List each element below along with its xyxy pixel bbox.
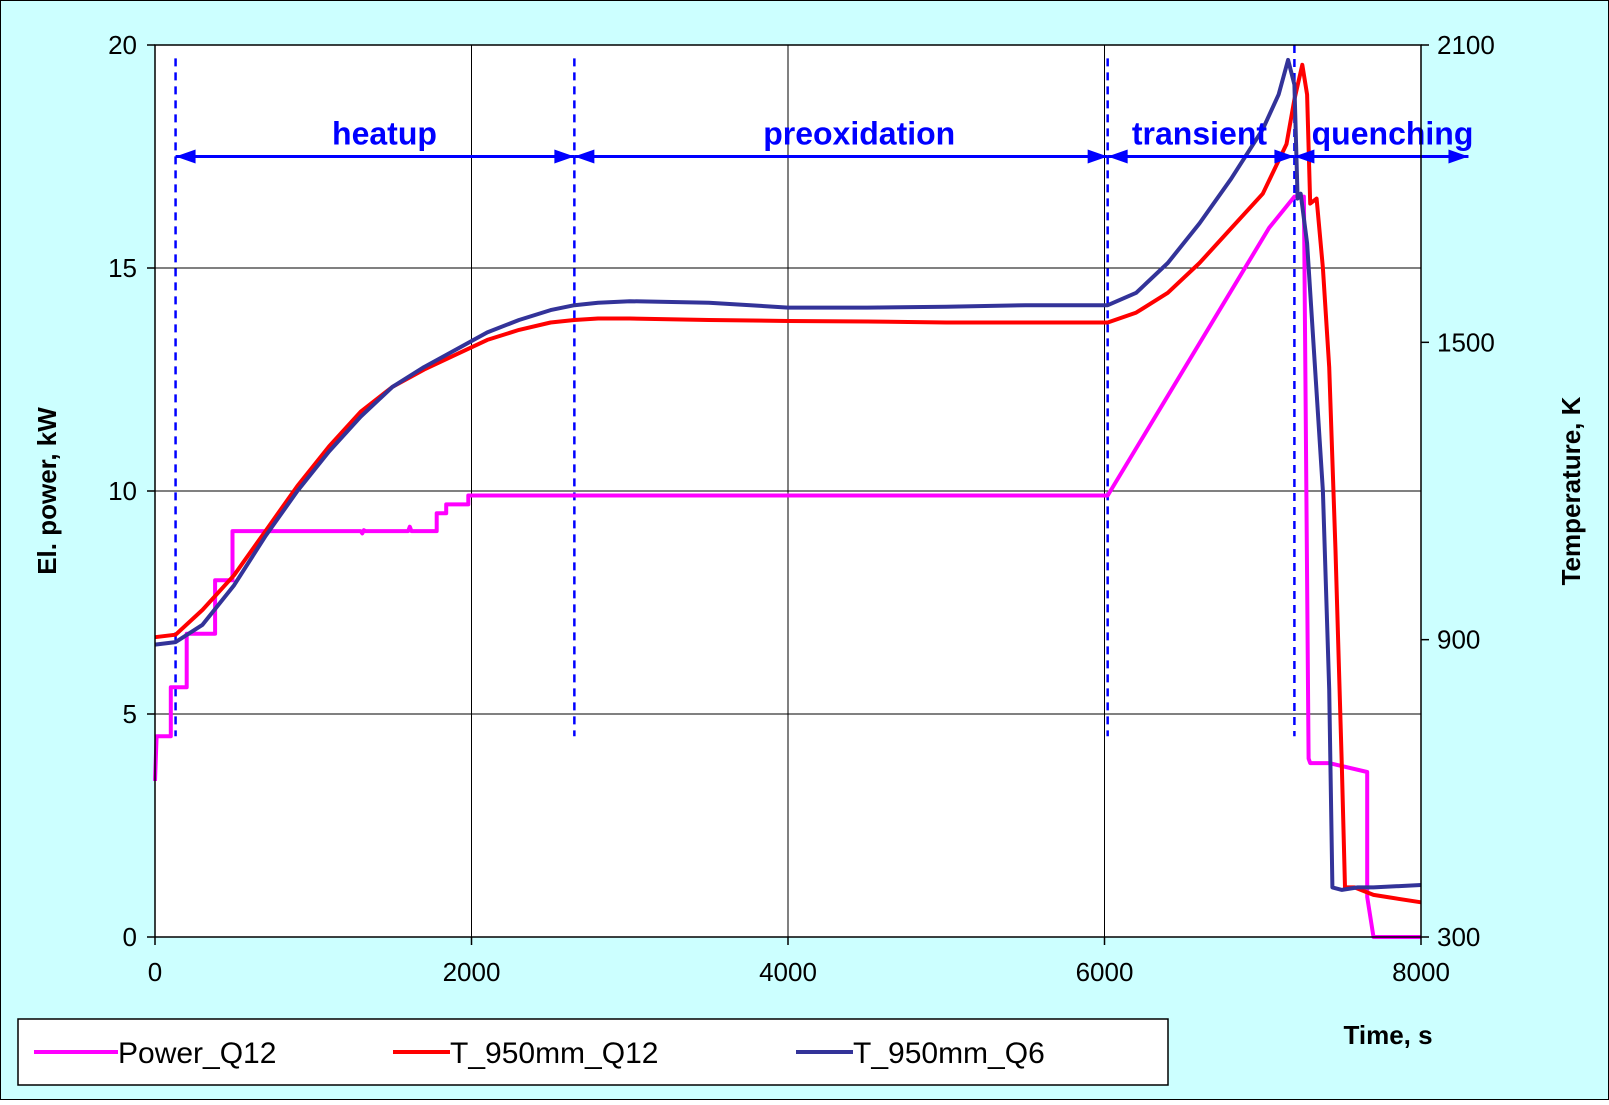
phase-label-heatup: heatup — [332, 116, 437, 152]
phase-boundaries — [174, 45, 1296, 737]
arrow-head — [1448, 149, 1469, 164]
arrow-head — [1107, 149, 1128, 164]
arrow-head — [175, 149, 196, 164]
legend-label-t-950mm-q12: T_950mm_Q12 — [450, 1037, 658, 1070]
arrow-head — [1274, 149, 1295, 164]
y-right-tick-label: 2100 — [1437, 30, 1495, 60]
arrow-head — [1294, 149, 1315, 164]
legend-label-power-q12: Power_Q12 — [118, 1037, 276, 1070]
x-tick-label: 8000 — [1392, 957, 1450, 987]
x-tick-label: 4000 — [759, 957, 817, 987]
y-left-tick-label: 5 — [123, 699, 137, 729]
y-left-tick-label: 15 — [108, 253, 137, 283]
series-line-t-950mm-q6 — [154, 57, 1422, 892]
phase-label-transient: transient — [1132, 116, 1267, 152]
phase-arrows: heatup preoxidation transient quenching — [175, 116, 1474, 164]
phase-label-preoxidation: preoxidation — [763, 116, 955, 152]
x-tick-label: 6000 — [1076, 957, 1134, 987]
y-axis-right-title: Temperature, K — [1556, 396, 1586, 585]
legend-label-t-950mm-q6: T_950mm_Q6 — [853, 1037, 1045, 1070]
arrow-head — [574, 149, 595, 164]
grid-lines — [155, 45, 1421, 937]
y-right-tick-label: 900 — [1437, 625, 1480, 655]
series-line-t-950mm-q12 — [154, 62, 1422, 905]
y-left-tick-label: 0 — [123, 922, 137, 952]
y-axis-left-title: El. power, kW — [32, 407, 62, 575]
arrow-head — [554, 149, 575, 164]
y-right-tick-label: 1500 — [1437, 327, 1495, 357]
series-layer — [153, 57, 1422, 939]
legend-box — [17, 1018, 1169, 1086]
y-right-tick-label: 300 — [1437, 922, 1480, 952]
phase-label-quenching: quenching — [1312, 116, 1474, 152]
x-tick-label: 2000 — [443, 957, 501, 987]
series-line-power-q12 — [153, 194, 1421, 939]
legend: Power_Q12 T_950mm_Q12 T_950mm_Q6 — [17, 1018, 1169, 1086]
x-axis-title: Time, s — [1343, 1020, 1432, 1050]
y-left-tick-label: 20 — [108, 30, 137, 60]
arrow-head — [1087, 149, 1108, 164]
x-tick-label: 0 — [148, 957, 162, 987]
axis-ticks: 0 5 10 15 20 0 2000 4000 6000 8000 300 900 1500 2100 — [108, 30, 1495, 987]
y-left-tick-label: 10 — [108, 476, 137, 506]
